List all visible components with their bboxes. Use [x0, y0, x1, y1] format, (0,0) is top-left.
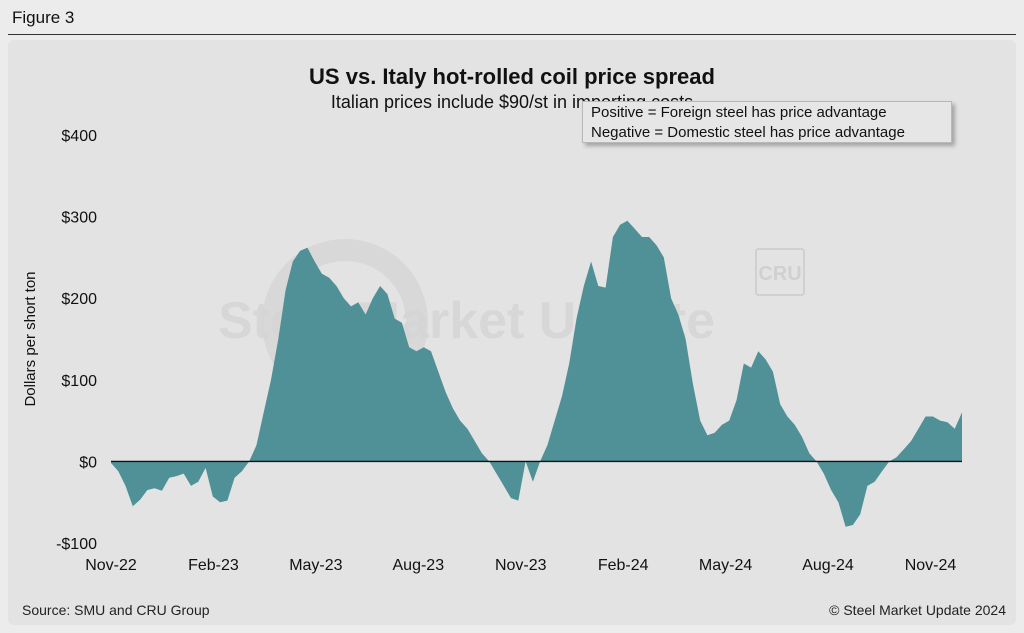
watermark-badge-text: CRU [758, 263, 801, 285]
x-tick-label: May-24 [699, 557, 752, 574]
y-tick-label: -$100 [56, 536, 97, 553]
legend-positive: Positive = Foreign steel has price advan… [591, 104, 887, 121]
source-note: Source: SMU and CRU Group [22, 602, 210, 618]
x-tick-label: Nov-23 [495, 557, 547, 574]
y-tick-label: $300 [61, 210, 97, 227]
x-tick-label: Nov-22 [85, 557, 137, 574]
y-axis-title: Dollars per short ton [22, 271, 39, 406]
legend-box: Positive = Foreign steel has price advan… [582, 101, 952, 143]
y-tick-label: $200 [61, 291, 97, 308]
figure-label: Figure 3 [12, 8, 75, 27]
figure-divider [8, 34, 1016, 35]
x-tick-label: May-23 [289, 557, 342, 574]
legend-negative: Negative = Domestic steel has price adva… [591, 124, 905, 141]
x-tick-label: Feb-24 [598, 557, 649, 574]
copyright-note: © Steel Market Update 2024 [829, 602, 1006, 618]
spread-area [111, 220, 962, 527]
x-tick-label: Feb-23 [188, 557, 239, 574]
x-tick-label: Aug-24 [802, 557, 854, 574]
y-tick-label: $400 [61, 128, 97, 145]
y-tick-label: $100 [61, 373, 97, 390]
x-tick-label: Aug-23 [393, 557, 445, 574]
y-tick-label: $0 [79, 454, 97, 471]
x-tick-label: Nov-24 [905, 557, 957, 574]
watermark-badge [755, 248, 805, 296]
chart-title: US vs. Italy hot-rolled coil price sprea… [309, 64, 715, 89]
